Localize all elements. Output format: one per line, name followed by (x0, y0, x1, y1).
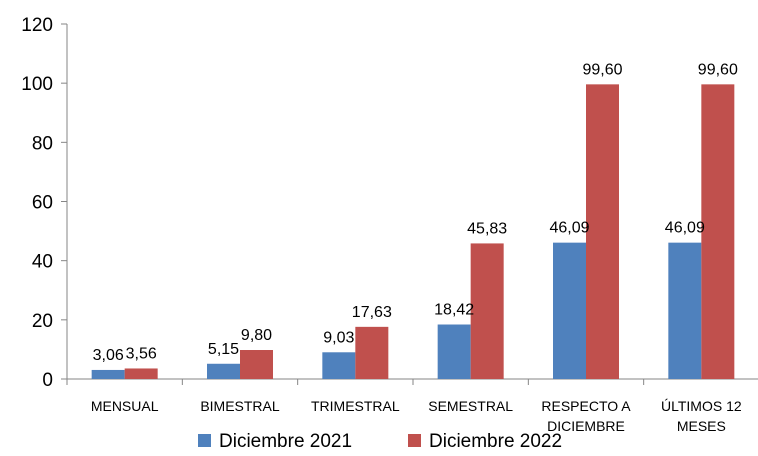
legend-label: Diciembre 2021 (219, 431, 352, 452)
data-label: 46,09 (665, 220, 705, 237)
data-label: 99,60 (582, 61, 622, 78)
y-tick-label: 80 (32, 133, 53, 154)
legend-swatch (198, 434, 211, 447)
y-tick-label: 100 (21, 74, 53, 95)
bar (586, 84, 619, 379)
data-label: 18,42 (434, 302, 474, 319)
x-tick-label: SEMESTRAL (428, 398, 513, 414)
bar (322, 352, 356, 379)
bar (240, 350, 273, 379)
bar (437, 324, 471, 379)
data-label: 9,80 (241, 327, 272, 344)
data-label: 9,03 (323, 329, 354, 346)
data-label: 99,60 (698, 61, 738, 78)
bar (207, 363, 240, 379)
x-tick-label: MESES (677, 418, 726, 434)
bar (470, 243, 504, 379)
x-tick-label: ÚLTIMOS 12 (661, 398, 742, 414)
bar (124, 368, 158, 379)
data-label: 5,15 (208, 341, 239, 358)
y-tick-label: 0 (42, 370, 53, 391)
y-axis: 0 20 40 60 80 100 120 (21, 15, 68, 391)
bar (91, 369, 125, 379)
data-label: 3,06 (93, 347, 124, 364)
x-tick-label: MENSUAL (91, 398, 159, 414)
y-tick-label: 40 (32, 252, 53, 273)
legend-label: Diciembre 2022 (429, 431, 562, 452)
data-label: 17,63 (352, 304, 392, 321)
x-tick-label: DICIEMBRE (547, 418, 625, 434)
data-label: 46,09 (549, 220, 589, 237)
y-tick-label: 60 (32, 193, 53, 214)
data-label: 45,83 (467, 220, 507, 237)
bar (668, 242, 702, 379)
y-tick-label: 120 (21, 15, 53, 36)
legend-item: Diciembre 2022 (408, 431, 562, 452)
x-axis: MENSUAL BIMESTRAL TRIMESTRAL SEMESTRAL RESPE… (66, 378, 758, 434)
data-label: 3,56 (126, 345, 157, 362)
y-tick-label: 20 (32, 311, 53, 332)
bar (701, 84, 735, 379)
x-tick-label: TRIMESTRAL (311, 398, 400, 414)
x-tick-label: BIMESTRAL (200, 398, 280, 414)
bars (91, 84, 735, 379)
x-tick-label: RESPECTO A (541, 398, 631, 414)
data-labels: 3,06 5,15 9,03 18,42 46,09 46,09 3,56 9,80 17,63… (93, 61, 738, 364)
bar (355, 326, 389, 379)
legend: Diciembre 2021 Diciembre 2022 (198, 431, 562, 452)
legend-item: Diciembre 2021 (198, 431, 352, 452)
bar (553, 242, 586, 379)
legend-swatch (408, 434, 421, 447)
